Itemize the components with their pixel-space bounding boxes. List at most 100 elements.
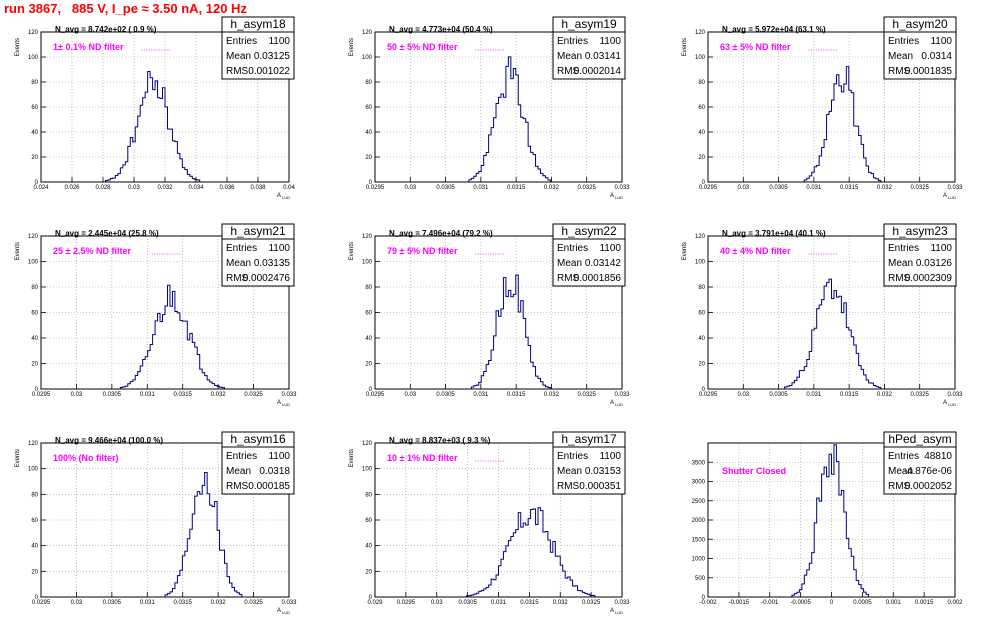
y-axis-label: Events — [349, 449, 355, 467]
run-title: run 3867, 885 V, I_pe ≈ 3.50 nA, 120 Hz — [4, 1, 247, 16]
stats-label: Entries — [226, 243, 257, 254]
x-tick-label: 0.031 — [491, 600, 507, 606]
x-tick-label: 0.026 — [64, 185, 80, 191]
x-tick-label: 0.033 — [614, 185, 630, 191]
x-tick-label: 0.033 — [614, 600, 630, 606]
stats-hist-name: h_asym21 — [230, 224, 286, 238]
y-tick-label: 60 — [365, 311, 372, 317]
y-tick-label: 60 — [698, 105, 705, 111]
stats-label: Entries — [557, 243, 588, 254]
x-tick-label: 0.028 — [95, 185, 111, 191]
y-tick-label: 1000 — [692, 557, 706, 563]
y-tick-label: 120 — [695, 30, 706, 36]
x-tick-label: 0.038 — [250, 185, 266, 191]
y-tick-label: 80 — [31, 492, 38, 498]
y-tick-label: 0 — [369, 387, 373, 393]
y-tick-label: 100 — [695, 260, 706, 266]
y-tick-label: 60 — [31, 105, 38, 111]
histogram-panel-h_asym23: 0.0295 0.03 0.0305 0.031 0.0315 0.032 0.0325 0.… — [682, 223, 963, 407]
stats-label: RMS — [226, 273, 249, 284]
x-tick-label: 0.032 — [211, 392, 227, 398]
stats-value: 0.0002309 — [905, 273, 953, 284]
histogram-panel-hPed_asym: -0.002 -0.0015 -0.001 -0.0005 0 0.0005 0.001 0.… — [692, 431, 963, 606]
x-tick-label: 0.0315 — [174, 600, 193, 606]
x-tick-label: 0.0315 — [507, 392, 526, 398]
x-tick-label: 0.03 — [71, 600, 83, 606]
y-tick-label: 0 — [35, 387, 39, 393]
stats-box — [221, 223, 295, 287]
x-tick-label: 0.04 — [283, 185, 295, 191]
x-tick-label: 0.033 — [281, 392, 297, 398]
x-tick-label: 0.0295 — [32, 600, 51, 606]
x-tick-label: 0.0295 — [397, 600, 416, 606]
y-tick-label: 40 — [31, 336, 38, 342]
x-tick-label: 0.0325 — [244, 600, 263, 606]
y-tick-label: 0 — [35, 180, 39, 186]
stats-label: Mean — [226, 258, 251, 269]
x-tick-label: 0.03 — [737, 392, 749, 398]
y-tick-label: 20 — [31, 155, 38, 161]
x-axis-label: A — [610, 608, 614, 614]
stats-value: 1100 — [599, 36, 621, 47]
x-tick-label: 0.029 — [367, 600, 383, 606]
stats-label: Mean — [226, 466, 251, 477]
x-tick-label: 0.03 — [431, 600, 443, 606]
stats-value: 1100 — [930, 243, 952, 254]
y-tick-label: 100 — [28, 55, 39, 61]
y-tick-label: 120 — [28, 441, 39, 447]
filter-note: 1± 0.1% ND filter — [53, 42, 124, 52]
stats-box — [552, 223, 626, 287]
stats-hist-name: h_asym18 — [230, 17, 286, 31]
navg-text: N_avg = 5.972e+04 (63.1 %) — [722, 25, 826, 34]
x-tick-label: 0.0325 — [244, 392, 263, 398]
y-tick-label: 40 — [31, 130, 38, 136]
x-axis-label-sub: LUD — [615, 195, 623, 200]
y-tick-label: 20 — [698, 362, 705, 368]
x-tick-label: 0.031 — [473, 185, 489, 191]
x-tick-label: 0.033 — [281, 600, 297, 606]
stats-value: 0.001022 — [248, 66, 290, 77]
x-tick-label: 0.03 — [71, 392, 83, 398]
x-tick-label: 0.0315 — [507, 185, 526, 191]
stats-box — [221, 431, 295, 495]
y-axis-label: Events — [349, 38, 355, 56]
stats-label: Mean — [557, 51, 582, 62]
y-tick-label: 3000 — [692, 480, 706, 486]
y-tick-label: 20 — [365, 155, 372, 161]
stats-value: 0.0002052 — [905, 481, 953, 492]
stats-value: 48810 — [924, 451, 952, 462]
stats-value: 0.03153 — [585, 466, 622, 477]
stats-hist-name: hPed_asym — [888, 432, 951, 446]
y-tick-label: 120 — [362, 441, 373, 447]
x-tick-label: 0.031 — [806, 185, 822, 191]
navg-text: N_avg = 8.837e+03 ( 9.3 %) — [389, 436, 491, 445]
y-tick-label: 20 — [31, 362, 38, 368]
stats-label: Entries — [888, 243, 919, 254]
x-tick-label: 0.033 — [947, 392, 963, 398]
stats-label: RMS — [888, 481, 911, 492]
stats-value: 0.0001835 — [905, 66, 953, 77]
histogram-bars — [708, 278, 955, 390]
x-tick-label: 0.0325 — [582, 600, 601, 606]
y-tick-label: 40 — [365, 336, 372, 342]
stats-value: 0.03135 — [254, 258, 291, 269]
y-tick-label: 120 — [362, 234, 373, 240]
stats-box — [221, 16, 295, 80]
stats-value: 1100 — [268, 36, 290, 47]
y-tick-label: 100 — [695, 55, 706, 61]
x-tick-label: 0.031 — [473, 392, 489, 398]
stats-value: 0.0002476 — [243, 273, 291, 284]
filter-note: 79 ± 5% ND filter — [387, 246, 458, 256]
y-tick-label: 100 — [362, 467, 373, 473]
x-tick-label: 0.024 — [33, 185, 49, 191]
filter-note: 25 ± 2.5% ND filter — [53, 246, 131, 256]
x-tick-label: 0.0325 — [578, 185, 597, 191]
x-tick-label: 0.032 — [544, 185, 560, 191]
x-tick-label: -0.001 — [761, 600, 779, 606]
y-tick-label: 60 — [31, 518, 38, 524]
stats-value: 0.000185 — [248, 481, 290, 492]
stats-label: Mean — [888, 466, 913, 477]
stats-value: 0.0314 — [921, 51, 952, 62]
stats-label: Entries — [557, 451, 588, 462]
y-tick-label: 60 — [698, 311, 705, 317]
